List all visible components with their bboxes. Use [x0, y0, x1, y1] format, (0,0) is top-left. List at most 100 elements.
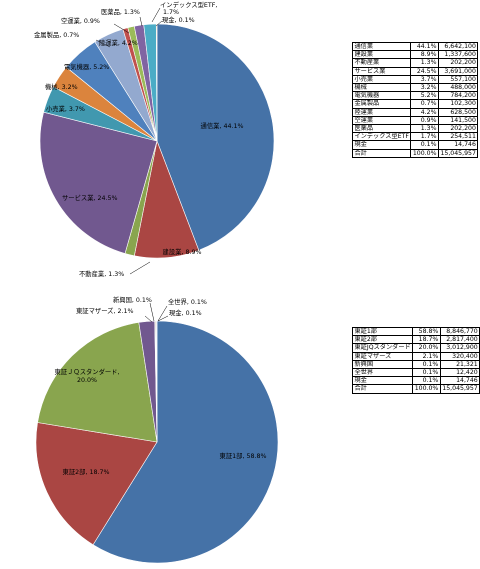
leader-line [139, 16, 143, 27]
table-cell-amount: 102,300 [437, 99, 479, 109]
leader-line [151, 7, 161, 23]
leader-line [129, 261, 151, 275]
table-cell-amount: 14,746 [439, 376, 480, 386]
table-row: 陸運業 4.2% 628,500 [351, 107, 479, 117]
table-cell-percent: 18.7% [412, 335, 441, 345]
table-cell-name: サービス業 [351, 66, 412, 76]
slice-label: 現金, 0.1% [162, 15, 195, 24]
table-cell-amount: 254,511 [437, 132, 479, 142]
table-cell-name: 機械 [351, 83, 412, 93]
table-cell-percent: 20.0% [412, 343, 441, 353]
slice-label: 東証2部, 18.7% [63, 467, 110, 476]
pie-slice [92, 320, 279, 564]
table-row: 建設業 8.9% 1,337,600 [351, 50, 479, 60]
slice-label: 東証マザーズ, 2.1% [76, 306, 133, 315]
table-cell-amount: 15,045,957 [437, 148, 479, 158]
table-cell-amount: 784,200 [437, 91, 479, 101]
pie-slice [39, 111, 158, 254]
table-row: インデックス型ETF 1.7% 254,511 [351, 132, 479, 142]
slice-label: 医薬品, 1.3% [101, 7, 140, 16]
table-cell-amount: 6,642,100 [437, 41, 479, 52]
slice-label: 通信業, 44.1% [201, 121, 244, 130]
table-cell-amount: 1,337,600 [437, 50, 479, 60]
pie-slice [156, 23, 275, 251]
table-cell-percent: 58.8% [412, 326, 441, 337]
leader-line [144, 315, 153, 323]
pie-slice [37, 322, 158, 443]
table-cell-percent: 24.5% [410, 66, 439, 76]
table-cell-amount: 14,746 [437, 140, 479, 150]
leader-line [157, 315, 169, 322]
pie-slice [155, 23, 158, 142]
table-row: 東証マザーズ 2.1% 320,400 [351, 351, 480, 361]
table-cell-name: 現金 [351, 140, 412, 150]
pie-slice [35, 422, 158, 546]
table-cell-amount: 202,200 [437, 58, 479, 68]
market-table: 東証1部 58.8% 8,846,770 東証2部 18.7% 2,817,400 東証JQ… [351, 326, 480, 394]
table-row: 現金 0.1% 14,746 [351, 140, 479, 150]
slice-label: 電気機器, 5.2% [64, 62, 109, 71]
slice-label: 東証1部, 58.8% [220, 451, 267, 460]
leader-line [113, 23, 130, 34]
table-row: 全世界 0.1% 12,420 [351, 368, 480, 378]
table-row: 小売業 3.7% 557,100 [351, 74, 479, 85]
table-cell-name: 全世界 [351, 368, 414, 378]
table-row: 合計 100.0% 15,045,957 [351, 384, 480, 394]
table-cell-amount: 488,000 [437, 83, 479, 93]
slice-label: 空運業, 0.9% [61, 16, 100, 25]
table-cell-percent: 0.1% [412, 376, 441, 386]
slice-label: 新興国, 0.1% [113, 295, 152, 304]
pie-1: 通信業, 44.1% 建設業, 8.9% 不動産業, 1.3% サービス業, 24.5… [34, 0, 275, 278]
table-cell-percent: 2.1% [412, 351, 441, 361]
table-cell-percent: 8.9% [410, 50, 439, 60]
table-cell-name: 東証マザーズ [351, 351, 414, 361]
table-cell-amount: 320,400 [439, 351, 480, 361]
table-cell-percent: 0.1% [412, 359, 441, 370]
slice-label: 建設業, 8.9% [163, 247, 202, 256]
slice-label: 陸運業, 4.2% [99, 38, 138, 47]
table-row: 現金 0.1% 14,746 [351, 376, 480, 386]
table-row: サービス業 24.5% 3,691,000 [351, 66, 479, 76]
table-cell-name: 空運業 [351, 115, 412, 126]
slice-label: 全世界, 0.1% [168, 297, 207, 306]
table-cell-amount: 8,846,770 [439, 326, 480, 337]
table-row: 東証1部 58.8% 8,846,770 [351, 326, 480, 337]
slice-label: 不動産業, 1.3% [79, 269, 124, 278]
leader-line [149, 302, 155, 322]
table-row: 新興国 0.1% 21,321 [351, 359, 480, 370]
table-cell-percent: 5.2% [410, 91, 439, 101]
table-cell-amount: 628,500 [437, 107, 479, 117]
table-cell-percent: 44.1% [410, 41, 439, 52]
table-cell-percent: 0.9% [410, 115, 439, 126]
slice-label: インデックス型ETF, [160, 0, 217, 9]
table-cell-name: 金属製品 [351, 99, 412, 109]
table-cell-name: 電気機器 [351, 91, 412, 101]
table-row: 電気機器 5.2% 784,200 [351, 91, 479, 101]
table-cell-name: 小売業 [351, 74, 412, 85]
slice-label-continued: 20.0% [77, 377, 97, 384]
leader-line [157, 305, 168, 322]
table-cell-percent: 0.1% [410, 140, 439, 150]
slice-label: 機械, 3.2% [45, 82, 78, 91]
table-cell-name: 現金 [351, 376, 414, 386]
table-row: 不動産業 1.3% 202,200 [351, 58, 479, 68]
pie-2: 東証1部, 58.8% 東証2部, 18.7% 東証ＪＱスタンダード,20.0% 東証… [35, 295, 279, 564]
slice-label-continued: 1.7% [163, 9, 179, 16]
table-row: 医薬品 1.3% 202,200 [351, 124, 479, 134]
table-cell-percent: 3.7% [410, 74, 439, 85]
table-cell-percent: 0.1% [412, 368, 441, 378]
leader-line [95, 39, 111, 48]
table-row: 通信業 44.1% 6,642,100 [351, 41, 479, 52]
table-cell-amount: 12,420 [439, 368, 480, 378]
table-cell-amount: 557,100 [437, 74, 479, 85]
table-cell-name: インデックス型ETF [351, 132, 412, 142]
table-cell-amount: 141,500 [437, 115, 479, 126]
table-cell-name: 医薬品 [351, 124, 412, 134]
slice-label: 小売業, 3.7% [46, 104, 85, 113]
table-cell-name: 不動産業 [351, 58, 412, 68]
slice-label: サービス業, 24.5% [62, 193, 118, 202]
table-cell-percent: 1.7% [410, 132, 439, 142]
table-cell-percent: 0.7% [410, 99, 439, 109]
table-cell-name: 東証1部 [351, 326, 414, 337]
table-cell-percent: 1.3% [410, 124, 439, 134]
